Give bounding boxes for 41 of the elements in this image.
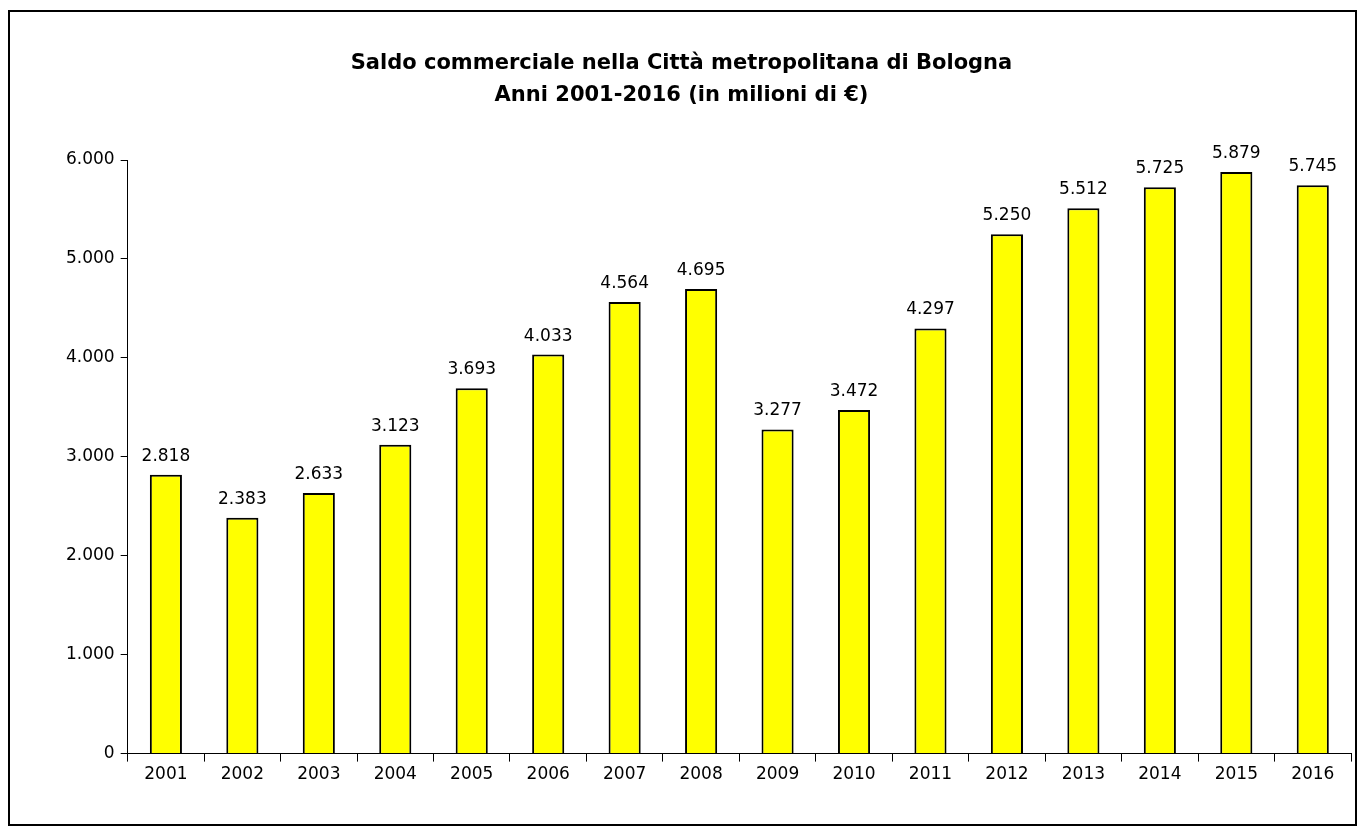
x-tick-label: 2014 [1138,763,1182,784]
x-tick-label: 2009 [755,763,800,784]
data-label: 5.512 [1059,178,1108,199]
data-label: 4.564 [600,271,649,292]
data-label: 3.693 [447,358,497,379]
data-label: 5.745 [1288,155,1338,176]
y-tick-label: 6.000 [66,148,115,169]
data-label: 4.033 [523,324,573,345]
x-tick-label: 2010 [832,763,876,784]
x-tick-label: 2006 [526,763,570,784]
data-label: 2.818 [141,444,191,465]
data-label: 3.277 [753,399,802,420]
x-tick-label: 2004 [373,763,417,784]
y-tick-label: 0 [103,742,115,763]
y-tick-label: 3.000 [66,445,115,466]
x-tick-label: 2011 [908,763,953,784]
x-tick-label: 2002 [220,763,264,784]
data-label: 4.297 [906,298,955,319]
data-label: 3.123 [370,414,420,435]
data-label: 3.472 [829,380,879,401]
x-tick-label: 2007 [603,763,647,784]
y-tick-label: 2.000 [66,544,115,565]
y-tick-label: 1.000 [66,643,115,664]
data-label: 2.383 [218,487,267,508]
data-label: 4.695 [676,259,726,280]
chart-subtitle: Anni 2001-2016 (in milioni di €) [493,81,870,108]
x-tick-label: 2016 [1291,763,1335,784]
x-tick-label: 2013 [1061,763,1106,784]
data-label: 2.633 [294,463,344,484]
data-label: 5.250 [982,204,1032,225]
y-tick-label: 4.000 [66,346,115,367]
data-label: 5.725 [1135,157,1185,178]
x-tick-label: 2005 [450,763,494,784]
x-tick-label: 2008 [679,763,723,784]
x-tick-label: 2001 [144,763,188,784]
data-label: 5.879 [1211,141,1261,162]
x-tick-label: 2012 [985,763,1029,784]
y-tick-label: 5.000 [66,247,115,268]
x-tick-label: 2003 [297,763,341,784]
x-tick-label: 2015 [1214,763,1258,784]
chart-title: Saldo commerciale nella Città metropolitana di Bologna [349,49,1014,76]
